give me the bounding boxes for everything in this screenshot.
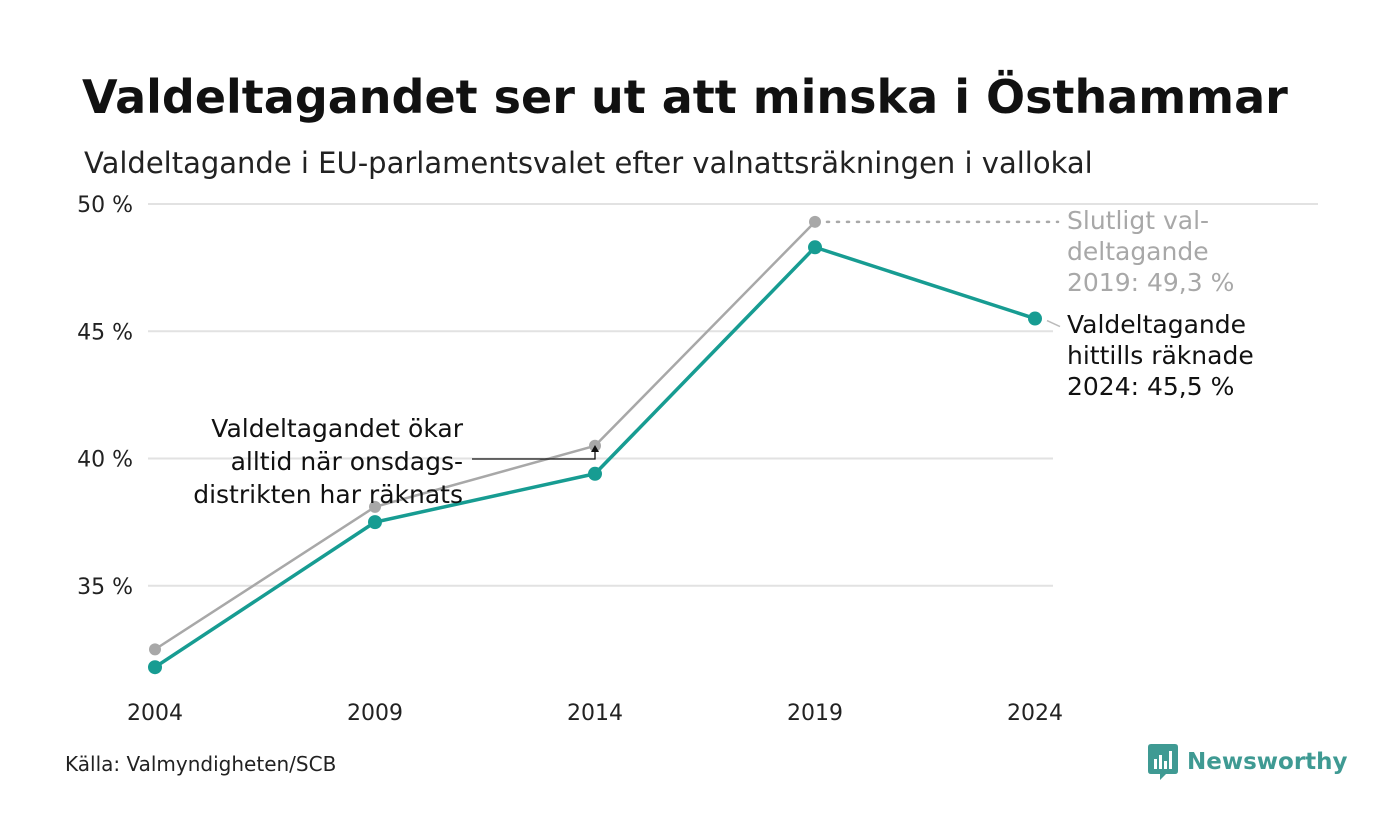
x-axis-ticks: 2004 2009 2014 2019 2024 (127, 701, 1063, 726)
final-label-line: Slutligt val- (1067, 206, 1209, 235)
final-data-point (809, 215, 821, 228)
final-data-point (369, 500, 381, 513)
y-tick-label: 40 % (77, 448, 133, 473)
counted-data-point (808, 240, 822, 255)
note-line: distrikten har räknats (193, 480, 463, 509)
counted-label-line: hittills räknade (1067, 341, 1254, 370)
y-tick-label: 35 % (77, 575, 133, 600)
brand-logo: Newsworthy (1148, 744, 1348, 780)
counted-data-point (588, 466, 602, 481)
brand-name: Newsworthy (1187, 749, 1348, 775)
counted-label-line: Valdeltagande (1067, 310, 1246, 339)
counted-data-point (148, 660, 162, 675)
y-tick-label: 50 % (77, 193, 133, 218)
note-line: alltid när onsdags- (231, 447, 463, 476)
final-data-point (149, 643, 161, 656)
series (148, 215, 1042, 675)
final-series-line (154, 220, 816, 651)
final-label-line: deltagande (1067, 237, 1209, 266)
chart-subtitle: Valdeltagande i EU-parlamentsvalet efter… (84, 146, 1093, 180)
counted-label-line: 2024: 45,5 % (1067, 372, 1234, 401)
x-tick-label: 2024 (1007, 701, 1063, 726)
bar-chart-logo-icon (1148, 744, 1178, 780)
x-tick-label: 2009 (347, 701, 403, 726)
final-label-line: 2019: 49,3 % (1067, 268, 1234, 297)
y-axis-ticks: 35 % 40 % 45 % 50 % (77, 193, 133, 600)
chart-title: Valdeltagandet ser ut att minska i Östha… (82, 70, 1288, 124)
x-tick-label: 2019 (787, 701, 843, 726)
counted-data-point (1028, 311, 1042, 326)
note-arrowhead (591, 445, 599, 452)
y-tick-label: 45 % (77, 320, 133, 345)
note-line: Valdeltagandet ökar (211, 414, 463, 443)
x-tick-label: 2014 (567, 701, 623, 726)
note-connector (472, 447, 596, 460)
gridlines (148, 203, 1318, 587)
counted-data-point (368, 515, 382, 530)
source-text: Källa: Valmyndigheten/SCB (65, 752, 337, 776)
x-tick-label: 2004 (127, 701, 183, 726)
counted-leader-line (1046, 319, 1061, 328)
